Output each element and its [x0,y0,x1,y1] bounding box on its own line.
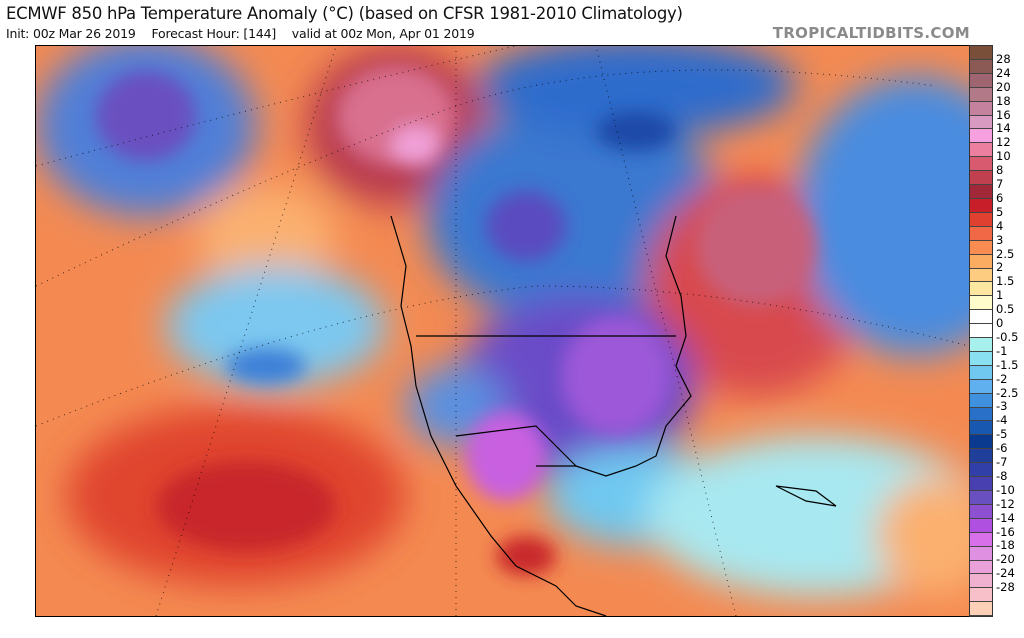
colorbar-segment [970,393,992,408]
colorbar-segment [970,449,992,464]
colorbar-segment [970,185,992,199]
colorbar-segment [970,115,992,130]
colorbar-label: -1.5 [996,357,1019,372]
colorbar-segment [970,518,992,533]
colorbar-label: -14 [996,510,1015,525]
map-subtitle: Init: 00z Mar 26 2019 Forecast Hour: [14… [6,26,486,41]
anomaly-field [36,46,969,616]
colorbar-label: 8 [996,163,1004,178]
colorbar-segment [970,157,992,172]
colorbar-label: 28 [996,51,1011,66]
map-title: ECMWF 850 hPa Temperature Anomaly (°C) (… [6,4,683,23]
colorbar-label: 14 [996,121,1011,136]
colorbar-segment [970,101,992,116]
colorbar-label: 3 [996,232,1004,247]
colorbar-segment [970,435,992,450]
colorbar-label: 10 [996,149,1011,164]
colorbar-segment [970,212,992,227]
colorbar-segment [970,226,992,241]
colorbar-segment [970,198,992,213]
init-time: Init: 00z Mar 26 2019 [6,26,136,41]
colorbar-segment [970,560,992,575]
colorbar-segment [970,588,992,603]
colorbar-segment [970,574,992,589]
colorbar-segment [970,491,992,505]
colorbar-label: -3 [996,399,1008,414]
colorbar-segment [970,324,992,339]
colorbar-segment [970,477,992,491]
colorbar-label: -8 [996,468,1008,483]
colorbar-segment [970,504,992,519]
colorbar-labels: 28 24 20 18 16 14 12 10 8 7 6 5 4 3 2.5 2 1.5 1 0.5 0 -0.5 -1… [996,45,1024,615]
colorbar-label: 5 [996,204,1004,219]
colorbar-segment [970,143,992,158]
colorbar-label: 7 [996,177,1004,192]
colorbar-segment [970,46,992,60]
colorbar-label: -0.5 [996,329,1019,344]
colorbar-label: 16 [996,107,1011,122]
colorbar-label: -2 [996,371,1008,386]
colorbar-segment [970,602,992,617]
colorbar-segment [970,282,992,297]
colorbar-label: -28 [996,580,1015,595]
colorbar-label: -18 [996,538,1015,553]
brand-watermark: TROPICALTIDBITS.COM [772,24,970,42]
colorbar-segment [970,73,992,88]
colorbar-segment [970,338,992,352]
colorbar-segment [970,59,992,74]
colorbar-segment [970,268,992,283]
valid-time: valid at 00z Mon, Apr 01 2019 [291,26,475,41]
colorbar-label: 12 [996,135,1011,150]
coastlines [390,215,837,616]
colorbar-label: -5 [996,427,1008,442]
colorbar-segment [970,351,992,366]
colorbar-segment [970,129,992,144]
colorbar-label: -20 [996,552,1015,567]
colorbar-segment [970,546,992,561]
colorbar-label: -10 [996,482,1015,497]
colorbar-label: -12 [996,496,1015,511]
colorbar-label: -4 [996,413,1008,428]
colorbar-label: 18 [996,93,1011,108]
colorbar-label: -2.5 [996,385,1019,400]
colorbar-label: 0 [996,316,1004,331]
colorbar-label: 6 [996,190,1004,205]
colorbar-segment [970,421,992,436]
colorbar-label: 2.5 [996,246,1015,261]
lat-lon-grid [36,46,969,616]
colorbar-segment [970,240,992,255]
colorbar-segment [970,365,992,380]
colorbar-label: 2 [996,260,1004,275]
colorbar-label: 0.5 [996,302,1015,317]
colorbar-label: 4 [996,218,1004,233]
colorbar-segment [970,254,992,269]
colorbar-label: -24 [996,566,1015,581]
colorbar-segment [970,532,992,547]
colorbar-segment [970,379,992,394]
colorbar-label: -7 [996,455,1008,470]
colorbar-segment [970,87,992,102]
colorbar-label: 1.5 [996,274,1015,289]
colorbar-segment [970,407,992,422]
colorbar-label: -6 [996,441,1008,456]
colorbar-label: 20 [996,79,1011,94]
colorbar-label: 1 [996,288,1004,303]
colorbar-segment [970,171,992,186]
colorbar-label: -1 [996,343,1008,358]
colorbar-segment [970,296,992,311]
colorbar-label: -16 [996,524,1015,539]
forecast-hour: Forecast Hour: [144] [151,26,277,41]
colorbar-segment [970,310,992,325]
anomaly-map [35,45,970,617]
colorbar-segment [970,463,992,478]
colorbar [969,45,993,617]
colorbar-label: 24 [996,65,1011,80]
